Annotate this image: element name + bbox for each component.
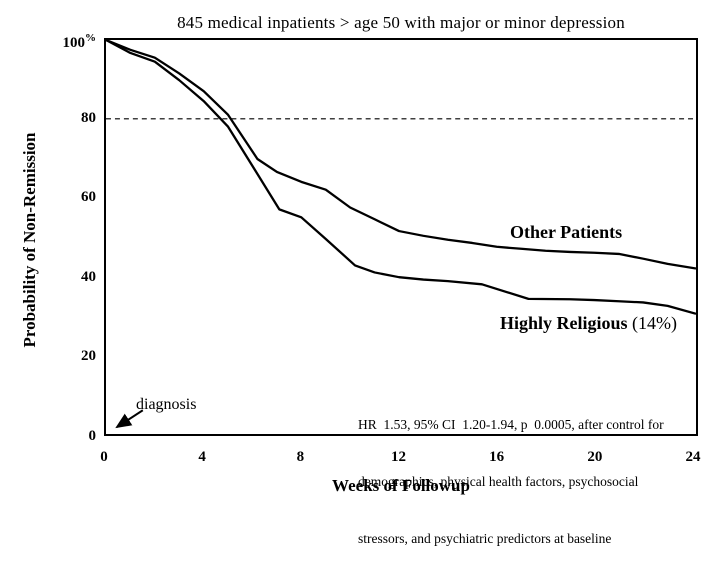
plot-area [104,38,698,436]
y-tick-40: 40 [81,268,96,285]
series-label-highly-religious-bold: Highly Religious [500,313,628,333]
x-tick-4: 4 [198,449,206,465]
y-tick-80: 80 [81,109,96,126]
curve-other-patients [106,40,696,270]
series-label-other-patients: Other Patients [510,222,623,242]
series-label-highly-religious: Highly Religious (14%) [500,313,677,334]
diagnosis-arrow [115,409,144,429]
stats-line-2: demographics, physical health factors, p… [358,474,639,489]
x-tick-8: 8 [296,449,305,465]
series-label-highly-religious-pct: (14%) [627,313,678,333]
x-tick-20: 20 [587,449,603,465]
x-tick-24: 24 [685,449,701,465]
slide-canvas: 845 medical inpatients > age 50 with maj… [20,13,701,546]
diagnosis-label: diagnosis [136,396,197,413]
percent-sign: % [85,32,96,44]
y-tick-0: 0 [88,428,97,444]
stats-annotation: HR 1.53, 95% CI 1.20-1.94, p 0.0005, aft… [358,377,698,586]
y-tick-20: 20 [81,348,96,365]
x-tick-12: 12 [391,449,406,465]
curve-highly-religious-14 [106,40,696,315]
x-axis-title: Weeks of Followup [332,476,470,495]
x-tick-0: 0 [100,449,108,465]
x-tick-16: 16 [489,449,505,465]
y-tick-100: 100% [62,32,97,51]
stats-line-3: stressors, and psychiatric predictors at… [358,531,612,546]
curves-svg [106,40,696,429]
y-tick-60: 60 [81,189,96,206]
y-axis-title: Probability of Non-Remission [20,132,39,348]
chart-title: 845 medical inpatients > age 50 with maj… [177,13,625,32]
stats-line-1: HR 1.53, 95% CI 1.20-1.94, p 0.0005, aft… [358,417,664,432]
